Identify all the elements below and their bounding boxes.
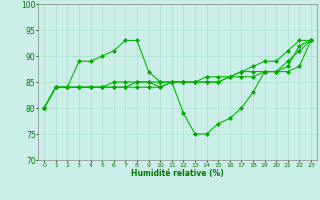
X-axis label: Humidité relative (%): Humidité relative (%) (131, 169, 224, 178)
